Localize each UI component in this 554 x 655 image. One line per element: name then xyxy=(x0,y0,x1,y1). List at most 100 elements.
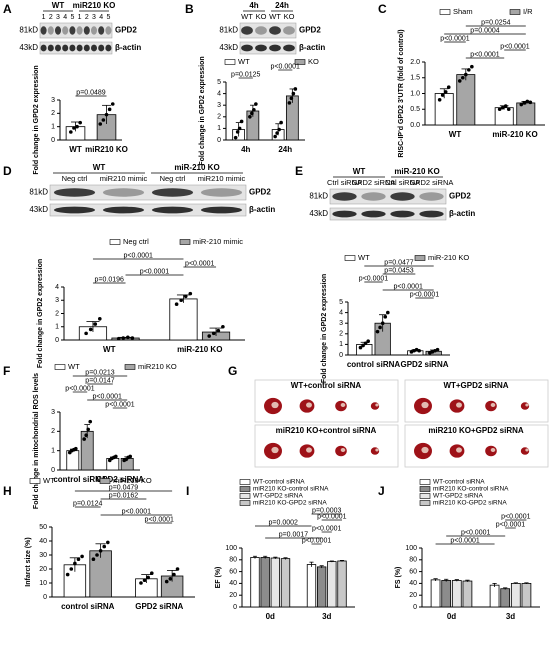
blot-marker: 43kD xyxy=(19,43,38,52)
x-tick-label: control siRNA xyxy=(53,475,107,484)
blot-lane: WT xyxy=(241,12,253,21)
blot-lane: miR210 mimic xyxy=(198,174,246,183)
blot-band xyxy=(53,188,96,197)
bar xyxy=(451,580,462,608)
blot-band xyxy=(98,26,105,35)
legend-swatch xyxy=(54,364,66,370)
x-tick-label: 0d xyxy=(447,612,456,621)
legend-swatch xyxy=(419,479,431,485)
blot-group: WT xyxy=(353,167,366,176)
heart-infarct xyxy=(421,401,429,409)
p-value: p<0.0001 xyxy=(450,538,479,545)
y-axis-label: Fold change in GPD2 expression xyxy=(33,65,40,174)
legend-swatch xyxy=(509,9,521,15)
blot-band xyxy=(390,192,415,201)
y-tick-label: 2.0 xyxy=(410,59,420,66)
data-point xyxy=(95,553,99,557)
data-point xyxy=(175,567,180,571)
legend-label: Sham xyxy=(453,7,473,16)
y-tick-label: 3 xyxy=(339,320,343,327)
blot-band xyxy=(105,26,112,35)
bar xyxy=(260,557,270,608)
panel-label: C xyxy=(378,2,387,16)
data-point xyxy=(86,427,91,432)
blot-group: WT xyxy=(93,163,106,172)
p-value: p<0.0001 xyxy=(317,514,346,521)
blot-band xyxy=(83,44,90,52)
data-point xyxy=(467,68,471,72)
y-tick-label: 0 xyxy=(51,467,55,474)
blot-strip xyxy=(49,184,247,201)
image-caption: WT+control siRNA xyxy=(291,381,362,390)
bar xyxy=(169,298,198,341)
data-point xyxy=(506,107,511,112)
y-tick-label: 20 xyxy=(229,592,237,599)
legend-swatch xyxy=(419,500,431,506)
y-tick-label: 0 xyxy=(55,337,59,344)
data-point xyxy=(130,336,135,340)
blot-band xyxy=(76,26,83,35)
y-axis-label: Infarct size (%) xyxy=(25,537,32,586)
blot-band-name: GPD2 xyxy=(449,192,471,201)
data-point xyxy=(149,571,154,575)
legend-label: WT xyxy=(238,57,250,66)
p-value: p<0.0001 xyxy=(302,538,331,545)
heart-infarct xyxy=(340,402,346,408)
blot-group: miR210 KO xyxy=(73,1,116,10)
blot-band xyxy=(53,206,96,214)
bar xyxy=(250,557,260,608)
blot-band xyxy=(151,188,194,197)
y-tick-label: 2 xyxy=(217,114,221,121)
blot-lane: Ctrl siRNA xyxy=(385,178,420,187)
data-point xyxy=(88,419,93,424)
blot-lane: 1 xyxy=(78,14,82,21)
data-point xyxy=(93,322,98,326)
legend-swatch xyxy=(239,500,251,506)
x-tick-label: GPD2 siRNA xyxy=(135,602,183,611)
blot-band-name: GPD2 xyxy=(299,26,321,35)
y-tick-label: 0 xyxy=(217,137,221,144)
y-tick-label: 1.5 xyxy=(410,75,420,82)
p-value: p<0.0001 xyxy=(410,292,439,299)
data-point xyxy=(142,578,147,582)
y-tick-label: 3 xyxy=(51,97,55,104)
blot-band xyxy=(200,188,243,197)
blot-lane: Ctrl siRNA xyxy=(327,178,362,187)
heart-infarct xyxy=(456,447,462,453)
y-axis-label: Fold change in GPD2 expression xyxy=(37,259,44,368)
data-point xyxy=(216,328,221,333)
blot-marker: 81kD xyxy=(219,26,238,35)
blot-lane: 3 xyxy=(56,14,60,21)
data-point xyxy=(84,331,88,336)
y-axis-label: Fold change in GPD2 expression xyxy=(321,274,328,383)
image-caption: miR210 KO+GPD2 siRNA xyxy=(428,426,524,435)
panel-label: I xyxy=(186,484,189,498)
bar xyxy=(462,580,473,608)
data-point xyxy=(65,572,70,577)
data-point xyxy=(358,345,363,350)
y-tick-label: 1 xyxy=(339,341,343,348)
y-tick-label: 80 xyxy=(409,557,417,564)
legend-label: WT-control siRNA xyxy=(433,479,485,486)
p-value: p=0.0162 xyxy=(109,493,138,500)
bar xyxy=(270,557,281,608)
data-point xyxy=(233,135,238,140)
blot-marker: 43kD xyxy=(219,43,238,52)
y-tick-label: 3 xyxy=(51,409,55,416)
panel-label: D xyxy=(3,164,12,178)
p-value: p=0.0213 xyxy=(85,370,114,377)
blot-lane: KO xyxy=(256,12,267,21)
data-point xyxy=(366,339,370,344)
x-tick-label: 3d xyxy=(506,612,515,621)
legend-swatch xyxy=(239,479,251,485)
blot-band xyxy=(69,44,76,52)
p-value: p<0.0001 xyxy=(92,394,121,401)
bar xyxy=(337,560,347,608)
legend-swatch xyxy=(109,239,121,245)
y-tick-label: 10 xyxy=(39,580,47,587)
blot-lane: 4 xyxy=(99,14,103,21)
data-point xyxy=(121,336,126,340)
blot-band xyxy=(361,192,386,201)
blot-lane: 4 xyxy=(63,14,67,21)
data-point xyxy=(69,130,73,134)
